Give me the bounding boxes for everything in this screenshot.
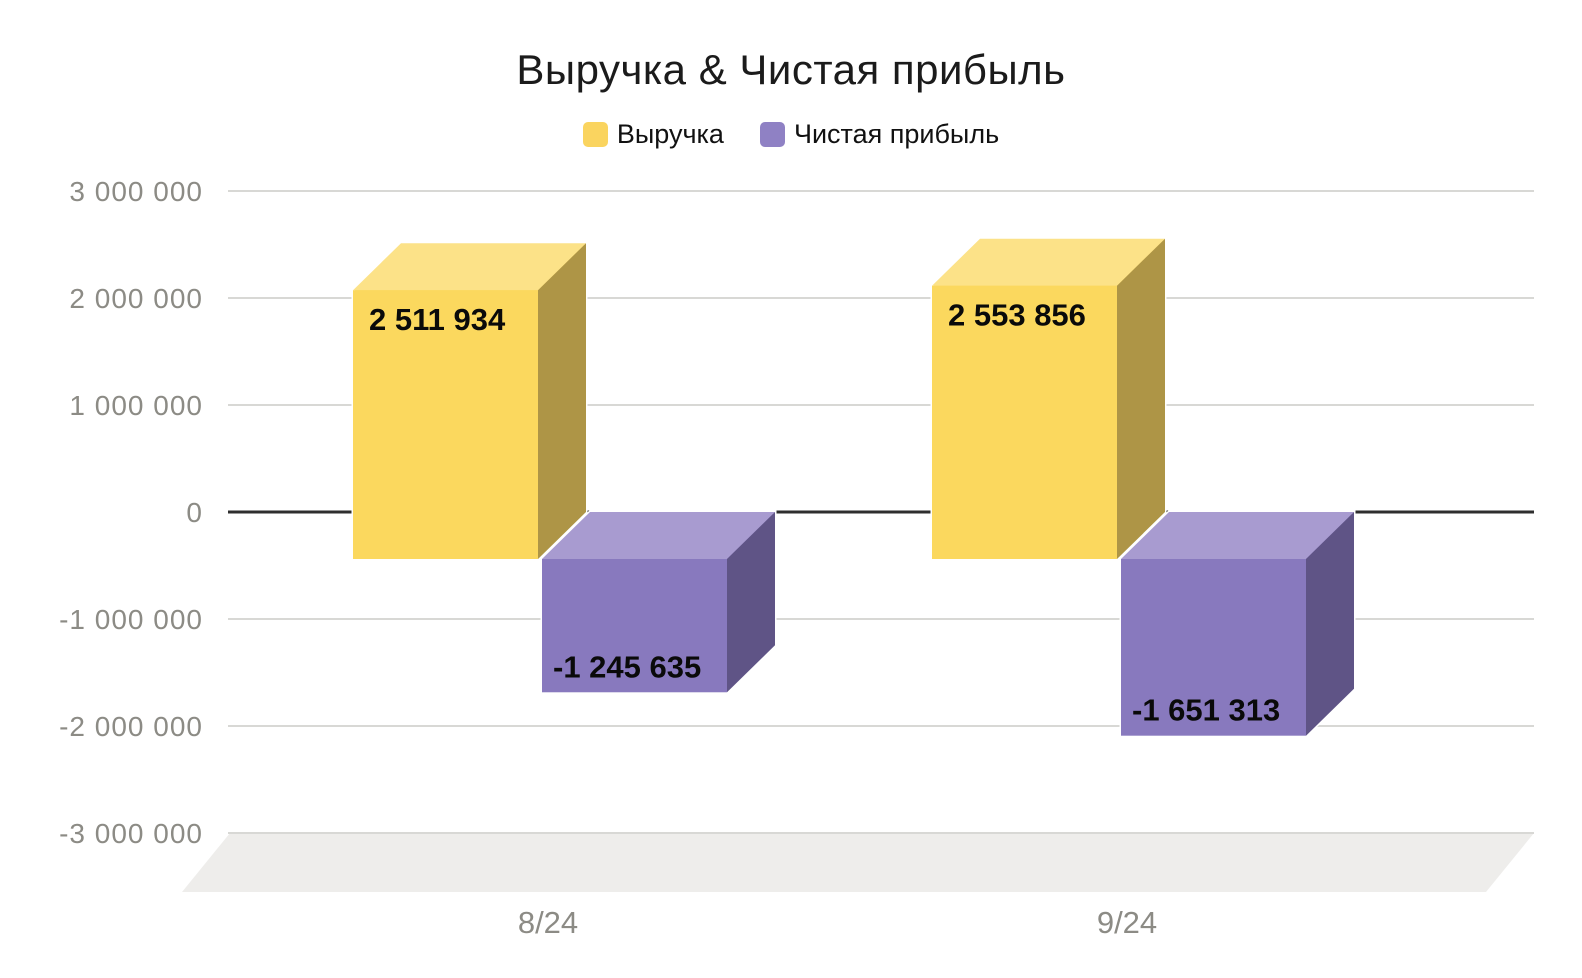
chart-title: Выручка & Чистая прибыль xyxy=(516,46,1066,93)
bar-value-label: 2 511 934 xyxy=(369,302,506,337)
x-axis-label: 9/24 xyxy=(1097,905,1157,940)
bar-top-face xyxy=(542,512,775,559)
legend: Выручка Чистая прибыль xyxy=(0,119,1582,150)
y-axis-tick-label: -1 000 000 xyxy=(59,604,203,635)
legend-item-revenue[interactable]: Выручка xyxy=(582,119,724,150)
bar-revenue-9-24[interactable]: 2 553 856 xyxy=(930,237,1167,561)
x-axis-label: 8/24 xyxy=(518,905,578,940)
bar-revenue-8-24[interactable]: 2 511 934 xyxy=(351,241,588,561)
bar-side-face xyxy=(727,512,775,693)
bar-top-face xyxy=(932,238,1165,286)
y-axis-tick-label: -2 000 000 xyxy=(59,711,203,742)
bar-front-face xyxy=(353,290,538,559)
bar-top-face xyxy=(1121,512,1354,559)
chart-floor xyxy=(182,833,1534,892)
y-axis-tick-label: 3 000 000 xyxy=(69,176,203,207)
bar-value-label: -1 245 635 xyxy=(553,649,701,684)
y-axis-tick-label: 1 000 000 xyxy=(69,390,203,421)
bar-net-profit-8-24[interactable]: -1 245 635 xyxy=(540,510,777,694)
bar-side-face xyxy=(538,243,586,559)
y-axis-tick-label: 2 000 000 xyxy=(69,283,203,314)
legend-item-net-profit[interactable]: Чистая прибыль xyxy=(759,119,1000,150)
bar-top-face xyxy=(353,243,586,291)
y-axis-tick-label: 0 xyxy=(186,497,203,528)
y-axis-tick-label: -3 000 000 xyxy=(59,818,203,849)
bar-value-label: -1 651 313 xyxy=(1132,693,1280,728)
legend-swatch-net-profit xyxy=(759,122,785,147)
bar-front-face xyxy=(542,559,727,693)
legend-label-net-profit: Чистая прибыль xyxy=(793,119,1000,149)
bar-front-face xyxy=(1121,559,1306,736)
legend-swatch-revenue xyxy=(582,122,608,147)
bar-value-label: 2 553 856 xyxy=(948,298,1086,333)
legend-label-revenue: Выручка xyxy=(616,119,724,149)
bar-side-face xyxy=(1306,512,1354,736)
bar-side-face xyxy=(1117,238,1165,559)
bar-front-face xyxy=(932,285,1117,559)
bar-net-profit-9-24[interactable]: -1 651 313 xyxy=(1119,510,1356,738)
